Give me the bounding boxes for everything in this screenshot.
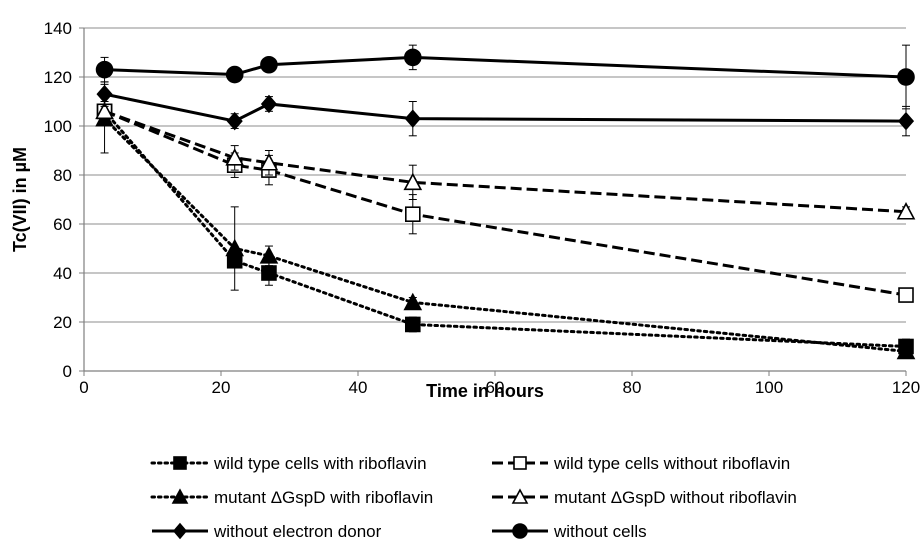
legend-marker: [172, 522, 188, 540]
y-tick-label: 120: [44, 68, 72, 87]
legend-marker: [171, 488, 189, 504]
data-point: [897, 68, 915, 86]
series-line: [103, 117, 908, 353]
legend-label: mutant ΔGspD without riboflavin: [554, 488, 797, 507]
x-tick-label: 0: [79, 378, 88, 397]
x-tick-label: 120: [892, 378, 920, 397]
series-3: [95, 101, 916, 220]
legend-entry-2: mutant ΔGspD with riboflavin: [150, 488, 433, 507]
plot-area: [95, 44, 916, 360]
data-point: [403, 48, 422, 67]
data-point: [96, 84, 113, 104]
y-axis-title: Tc(VII) in µM: [10, 147, 30, 252]
data-point: [896, 202, 916, 220]
x-tick-label: 60: [486, 378, 505, 397]
x-tick-label: 40: [349, 378, 368, 397]
legend-marker: [512, 523, 528, 539]
series-5: [95, 44, 915, 110]
axes: [79, 27, 907, 376]
x-tick-label: 100: [755, 378, 783, 397]
y-tick-label: 100: [44, 117, 72, 136]
series-4: [96, 81, 915, 137]
legend-entry-0: wild type cells with riboflavin: [150, 454, 427, 473]
legend-entry-3: mutant ΔGspD without riboflavin: [492, 488, 797, 507]
series-1: [96, 103, 914, 303]
y-tick-label: 60: [53, 215, 72, 234]
data-point: [260, 55, 278, 74]
series-line: [104, 55, 907, 79]
legend-label: without electron donor: [213, 522, 382, 541]
series-2: [95, 83, 916, 360]
legend-entry-1: wild type cells without riboflavin: [492, 454, 790, 473]
x-axis-title: Time in hours: [426, 381, 544, 401]
legend-entry-4: without electron donor: [152, 522, 382, 541]
data-point: [404, 206, 421, 222]
data-point: [225, 148, 245, 166]
y-tick-label: 80: [53, 166, 72, 185]
data-point: [259, 153, 279, 171]
data-point: [226, 111, 243, 131]
data-point: [225, 238, 245, 257]
x-tick-label: 80: [623, 378, 642, 397]
legend-entry-5: without cells: [492, 522, 647, 541]
data-point: [404, 109, 421, 128]
data-point: [403, 292, 423, 311]
gridlines: [84, 27, 906, 323]
legend-label: wild type cells with riboflavin: [213, 454, 427, 473]
y-tick-label: 140: [44, 19, 72, 38]
legend-label: mutant ΔGspD with riboflavin: [214, 488, 433, 507]
data-point: [897, 111, 915, 131]
data-point: [261, 265, 277, 281]
data-point: [898, 287, 914, 303]
data-point: [260, 94, 278, 114]
data-point: [896, 341, 916, 360]
data-point: [404, 316, 421, 333]
legend-marker: [511, 488, 529, 504]
series-line: [104, 92, 907, 123]
data-point: [95, 101, 114, 120]
legend-marker: [513, 456, 527, 470]
data-point: [95, 60, 114, 79]
data-point: [403, 172, 423, 191]
legend-label: without cells: [553, 522, 647, 541]
tick-labels: 0 20 40 60 80 100 120 140 0 20 40 60 80 100 120: [44, 19, 921, 397]
series-0: [96, 101, 914, 355]
legend-label: wild type cells without riboflavin: [553, 454, 790, 473]
legend: wild type cells with riboflavin wild type…: [150, 454, 797, 541]
series-line: [104, 109, 907, 214]
data-point: [225, 65, 244, 84]
y-tick-label: 0: [63, 362, 72, 381]
y-tick-label: 40: [53, 264, 72, 283]
y-tick-label: 20: [53, 313, 72, 332]
data-point: [259, 246, 279, 264]
legend-marker: [173, 456, 187, 470]
x-tick-label: 20: [212, 378, 231, 397]
